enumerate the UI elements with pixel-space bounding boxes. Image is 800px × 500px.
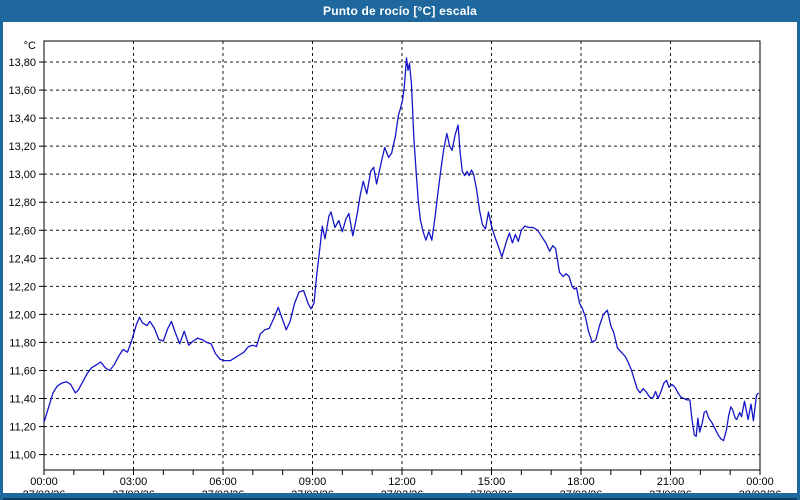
y-axis-tick-label: 12,00: [8, 309, 36, 321]
dew-point-series-line: [43, 57, 760, 442]
y-axis-tick-label: 11,00: [9, 450, 36, 462]
y-axis-tick-label: 11,40: [9, 394, 36, 406]
x-axis-time-label: 00:00: [30, 476, 58, 488]
chart-title-bar: Punto de rocío [°C] escala: [3, 0, 797, 22]
x-axis-time-label: 15:00: [478, 476, 506, 488]
y-axis-tick-label: 13,80: [8, 57, 36, 69]
y-axis-tick-label: 11,20: [9, 422, 36, 434]
y-axis-tick-label: 13,00: [8, 169, 36, 181]
x-axis-time-label: 12:00: [388, 476, 416, 488]
y-axis-tick-label: 13,60: [8, 85, 36, 97]
y-axis-tick-label: 12,20: [8, 281, 36, 293]
x-axis-time-label: 06:00: [209, 476, 237, 488]
y-axis-tick-label: 12,80: [8, 197, 36, 209]
y-axis-unit-label: °C: [24, 40, 36, 52]
x-axis-time-label: 21:00: [657, 476, 685, 488]
y-axis-tick-label: 13,20: [8, 141, 36, 153]
panel-bottom-border: [3, 493, 797, 500]
x-axis-time-label: 00:00: [746, 476, 774, 488]
y-axis-tick-label: 12,60: [8, 225, 36, 237]
y-axis-tick-label: 11,80: [9, 337, 36, 349]
y-axis-tick-label: 13,40: [8, 113, 36, 125]
x-axis-time-label: 09:00: [299, 476, 327, 488]
y-axis-tick-label: 11,60: [9, 365, 36, 377]
x-axis-time-label: 03:00: [120, 476, 148, 488]
chart-title: Punto de rocío [°C] escala: [322, 4, 478, 18]
x-axis-time-label: 18:00: [567, 476, 595, 488]
y-axis-tick-label: 12,40: [8, 253, 36, 265]
